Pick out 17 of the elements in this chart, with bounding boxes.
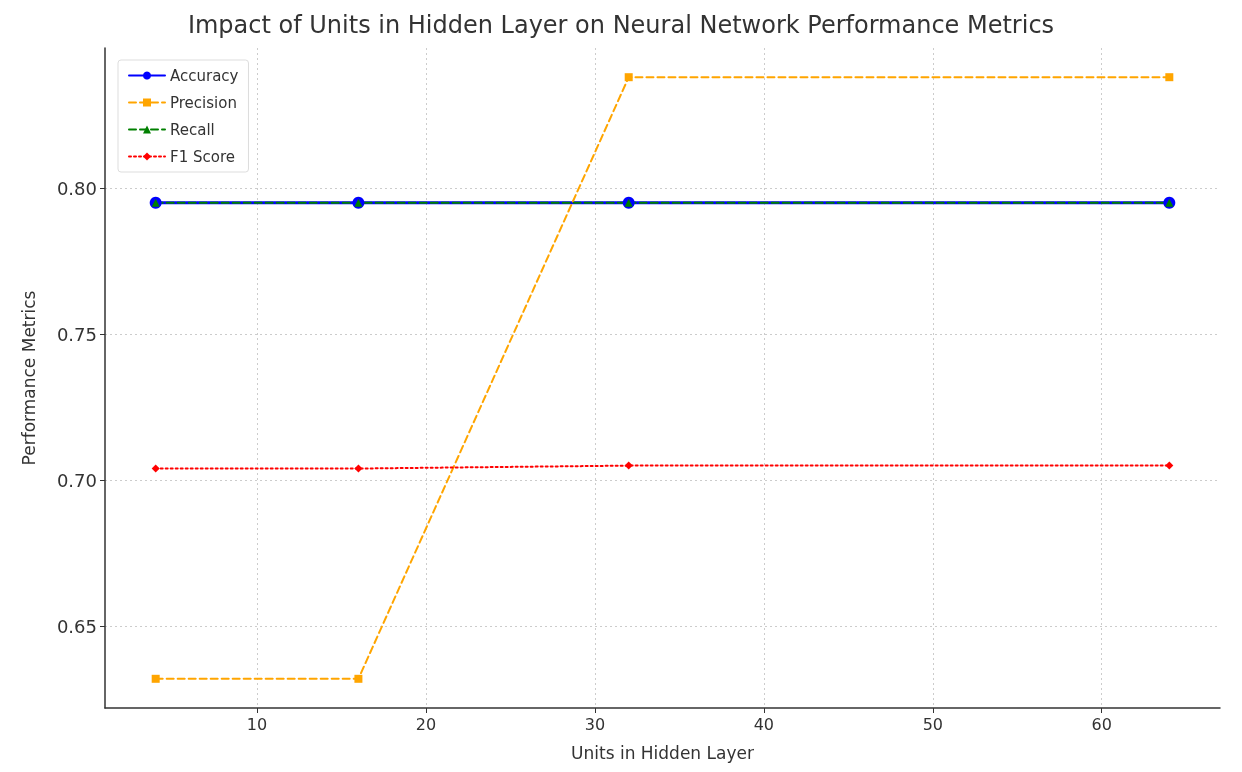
- legend-label: Accuracy: [170, 66, 239, 85]
- x-tick-label: 60: [1091, 714, 1112, 734]
- legend-label: Recall: [170, 120, 215, 139]
- x-tick-label: 10: [246, 714, 268, 734]
- y-axis-title: Performance Metrics: [18, 290, 39, 466]
- x-tick-label: 40: [753, 714, 775, 734]
- x-axis-title: Units in Hidden Layer: [571, 742, 754, 763]
- y-tick-label: 0.70: [56, 469, 97, 491]
- legend-label: F1 Score: [170, 147, 235, 166]
- x-tick-label: 50: [922, 714, 943, 734]
- x-tick-label: 20: [415, 714, 437, 734]
- y-tick-label: 0.75: [56, 323, 97, 345]
- y-tick-label: 0.80: [56, 177, 97, 199]
- x-tick-label: 30: [584, 714, 606, 734]
- chart-title: Impact of Units in Hidden Layer on Neural Network Performance Metrics: [187, 11, 1055, 39]
- y-tick-label: 0.65: [56, 615, 97, 637]
- legend-label: Precision: [170, 93, 237, 112]
